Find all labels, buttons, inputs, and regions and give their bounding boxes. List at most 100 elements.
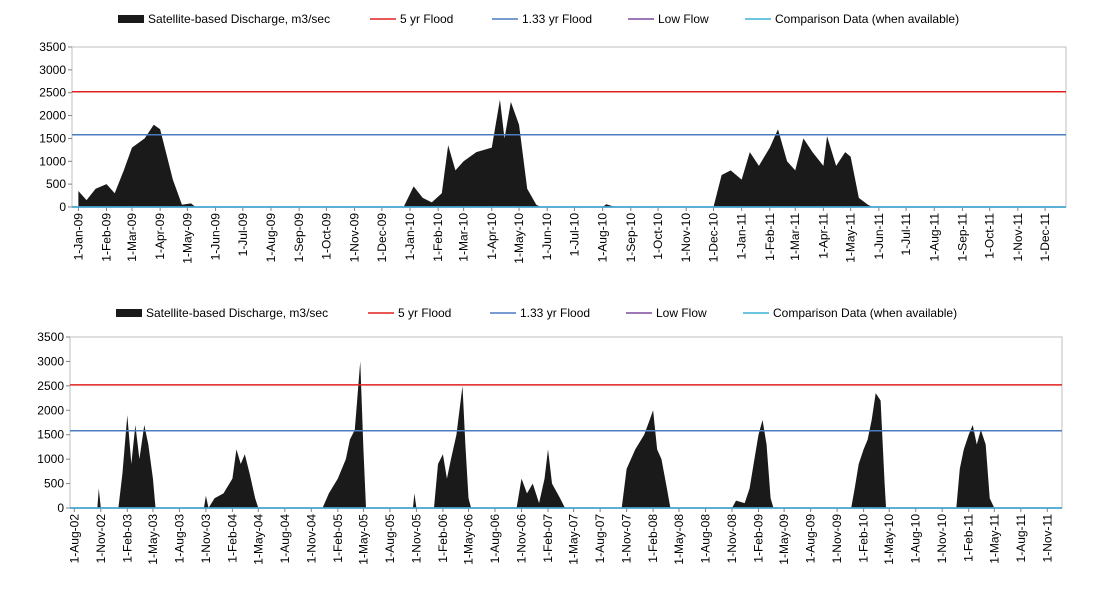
x-tick-label: 1-Dec-11	[1038, 213, 1052, 262]
x-tick-label: 1-May-04	[251, 514, 265, 565]
x-tick-label: 1-Feb-10	[431, 213, 445, 262]
x-tick-label: 1-May-11	[844, 213, 858, 263]
x-tick-label: 1-Feb-03	[120, 514, 134, 563]
x-tick-label: 1-Feb-11	[962, 514, 976, 562]
x-tick-label: 1-Feb-06	[436, 514, 450, 563]
legend-label: Low Flow	[656, 306, 707, 320]
x-tick-label: 1-Aug-06	[488, 514, 502, 564]
x-tick-label: 1-Dec-09	[375, 213, 389, 263]
x-tick-label: 1-May-03	[146, 514, 160, 565]
x-tick-label: 1-Nov-08	[725, 514, 739, 564]
x-tick-label: 1-Nov-09	[830, 514, 844, 564]
x-tick-label: 1-Oct-09	[319, 213, 333, 260]
discharge-area	[78, 99, 1066, 207]
y-tick-label: 2000	[39, 109, 66, 123]
x-tick-label: 1-Sep-09	[292, 213, 306, 263]
y-tick-label: 3000	[37, 354, 64, 368]
x-tick-label: 1-Nov-10	[679, 213, 693, 263]
y-tick-label: 0	[59, 200, 66, 214]
x-tick-label: 1-Feb-04	[225, 514, 239, 563]
x-tick-label: 1-Jul-11	[899, 213, 913, 256]
x-tick-label: 1-Oct-10	[651, 213, 665, 260]
legend-label: Satellite-based Discharge, m3/sec	[146, 306, 328, 320]
x-tick-label: 1-May-09	[180, 213, 194, 264]
legend-label: 1.33 yr Flood	[522, 12, 592, 26]
x-tick-label: 1-Nov-04	[304, 514, 318, 564]
x-tick-label: 1-Jul-10	[567, 213, 581, 257]
x-tick-label: 1-Nov-09	[348, 213, 362, 263]
x-tick-label: 1-Feb-11	[763, 213, 777, 261]
y-tick-label: 1500	[37, 428, 64, 442]
y-tick-label: 3500	[37, 330, 64, 344]
x-tick-label: 1-Aug-03	[172, 514, 186, 564]
x-tick-label: 1-Aug-10	[596, 213, 610, 263]
x-tick-label: 1-Feb-10	[857, 514, 871, 563]
legend-swatch	[116, 309, 142, 317]
discharge-area	[70, 361, 1062, 508]
legend-label: Satellite-based Discharge, m3/sec	[148, 12, 330, 26]
x-tick-label: 1-Apr-11	[816, 213, 830, 259]
x-tick-label: 1-Sep-11	[955, 213, 969, 262]
x-tick-label: 1-Jan-11	[735, 213, 749, 260]
x-tick-label: 1-Jul-09	[236, 213, 250, 257]
x-tick-label: 1-Apr-10	[485, 213, 499, 260]
legend-label: 5 yr Flood	[398, 306, 451, 320]
x-tick-label: 1-Feb-07	[541, 514, 555, 563]
x-tick-label: 1-Feb-09	[100, 213, 114, 262]
x-tick-label: 1-Mar-10	[457, 213, 471, 262]
x-tick-label: 1-Mar-11	[788, 213, 802, 261]
x-tick-label: 1-Feb-05	[331, 514, 345, 563]
plot-area	[71, 46, 1067, 208]
plot-area	[69, 336, 1063, 509]
x-tick-label: 1-Jan-09	[71, 213, 85, 261]
x-tick-label: 1-Feb-08	[646, 514, 660, 563]
y-tick-label: 1000	[37, 452, 64, 466]
y-tick-label: 0	[57, 501, 64, 515]
x-tick-label: 1-Nov-06	[515, 514, 529, 564]
x-tick-label: 1-Oct-11	[983, 213, 997, 259]
x-tick-label: 1-Nov-03	[199, 514, 213, 564]
x-tick-label: 1-May-11	[987, 514, 1001, 564]
x-tick-label: 1-Nov-02	[94, 514, 108, 564]
x-tick-label: 1-May-06	[462, 514, 476, 565]
x-tick-label: 1-Aug-08	[699, 514, 713, 564]
y-tick-label: 1500	[39, 131, 66, 145]
legend-label: Comparison Data (when available)	[773, 306, 957, 320]
x-tick-label: 1-Aug-07	[593, 514, 607, 564]
x-tick-label: 1-Jun-11	[872, 213, 886, 260]
x-tick-label: 1-Aug-11	[927, 213, 941, 262]
x-tick-label: 1-May-08	[672, 514, 686, 565]
x-tick-label: 1-Nov-05	[409, 514, 423, 564]
x-tick-label: 1-Aug-09	[264, 213, 278, 263]
x-tick-label: 1-Aug-10	[909, 514, 923, 564]
x-tick-label: 1-Sep-10	[624, 213, 638, 263]
x-tick-label: 1-Mar-09	[125, 213, 139, 262]
x-tick-label: 1-Nov-10	[935, 514, 949, 564]
legend-label: Low Flow	[658, 12, 709, 26]
y-tick-label: 2500	[37, 379, 64, 393]
x-tick-label: 1-May-10	[882, 514, 896, 565]
legend-label: Comparison Data (when available)	[775, 12, 959, 26]
y-tick-label: 500	[44, 477, 64, 491]
x-tick-label: 1-May-07	[567, 514, 581, 565]
x-tick-label: 1-Aug-11	[1014, 514, 1028, 563]
x-tick-label: 1-Jun-10	[540, 213, 554, 261]
x-tick-label: 1-Nov-11	[1040, 514, 1054, 563]
x-tick-label: 1-Aug-02	[67, 514, 81, 564]
x-tick-label: 1-Dec-10	[706, 213, 720, 263]
x-tick-label: 1-Feb-09	[751, 514, 765, 563]
x-tick-label: 1-Apr-09	[153, 213, 167, 260]
x-tick-label: 1-Aug-05	[383, 514, 397, 564]
y-tick-label: 3500	[39, 40, 66, 54]
x-tick-label: 1-Nov-07	[620, 514, 634, 564]
x-tick-label: 1-May-09	[777, 514, 791, 565]
x-tick-label: 1-Jun-09	[209, 213, 223, 261]
legend-label: 5 yr Flood	[400, 12, 453, 26]
y-tick-label: 2000	[37, 403, 64, 417]
x-tick-label: 1-May-05	[356, 514, 370, 565]
legend-swatch	[118, 15, 144, 23]
y-tick-label: 2500	[39, 86, 66, 100]
x-tick-label: 1-Jan-10	[403, 213, 417, 261]
x-tick-label: 1-May-10	[512, 213, 526, 264]
